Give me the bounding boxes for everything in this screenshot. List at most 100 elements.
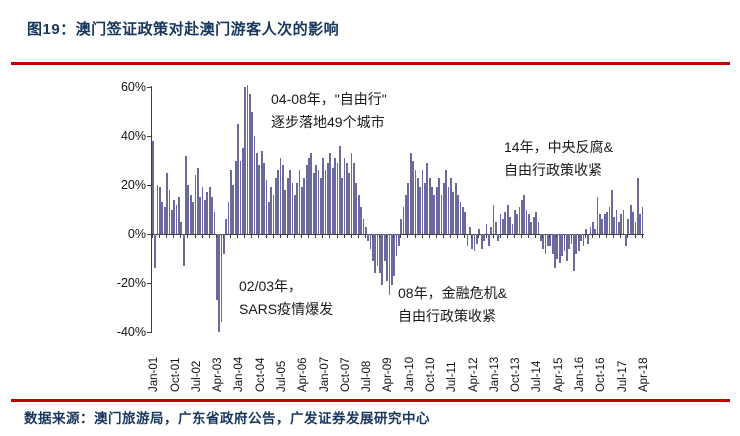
- bar: [573, 234, 575, 271]
- bar: [230, 170, 232, 234]
- bar: [272, 194, 275, 234]
- x-axis-tick-label: Oct-10: [424, 357, 437, 392]
- source-divider-rule: [11, 399, 730, 402]
- bar: [263, 162, 265, 234]
- bar: [606, 211, 608, 234]
- bar: [497, 234, 500, 242]
- bar: [452, 192, 455, 234]
- bar: [476, 234, 478, 244]
- x-axis-tick: [414, 235, 416, 238]
- bar: [170, 209, 173, 234]
- bar: [154, 234, 157, 269]
- x-axis-tick: [350, 235, 352, 238]
- y-axis-tick: [147, 283, 151, 284]
- bar: [232, 185, 235, 234]
- bar: [319, 177, 322, 234]
- annotation-sars: 02/03年， SARS疫情爆发: [239, 275, 333, 321]
- bar: [419, 187, 422, 234]
- x-axis-tick: [513, 235, 515, 238]
- bar: [634, 221, 637, 234]
- bar: [558, 234, 561, 264]
- bar: [298, 170, 301, 234]
- bar: [178, 197, 180, 234]
- x-axis-tick: [215, 235, 217, 238]
- bar: [196, 167, 199, 234]
- bar: [511, 224, 514, 234]
- bar: [371, 234, 374, 261]
- x-axis-tick: [450, 235, 452, 238]
- bar: [568, 234, 571, 249]
- bar: [199, 197, 202, 234]
- bar: [426, 162, 429, 234]
- bar: [289, 170, 291, 234]
- bar: [222, 234, 225, 254]
- bar: [277, 170, 280, 234]
- x-axis-tick: [244, 235, 246, 238]
- bar: [580, 234, 582, 242]
- bar: [386, 234, 388, 281]
- bar: [530, 221, 533, 234]
- y-axis-tick-label: -40%: [116, 325, 146, 339]
- x-axis-tick: [336, 235, 338, 238]
- x-axis-tick-label: Jan-07: [318, 356, 331, 392]
- x-axis-tick-label: Jul-14: [531, 360, 544, 392]
- bar: [194, 175, 197, 234]
- bar: [549, 234, 552, 247]
- bar: [227, 202, 230, 234]
- x-axis-tick: [442, 235, 444, 238]
- bar: [454, 182, 457, 234]
- bar: [414, 170, 417, 234]
- bar: [258, 165, 261, 234]
- y-axis-tick: [147, 234, 151, 235]
- bar: [241, 148, 244, 234]
- x-axis-tick: [577, 235, 579, 238]
- bar: [544, 234, 547, 254]
- bar: [535, 211, 537, 234]
- bar: [561, 234, 563, 257]
- x-axis-tick: [620, 235, 622, 238]
- annotation-line: 自由行政策收紧: [504, 162, 602, 178]
- bar: [348, 172, 351, 234]
- bar: [587, 234, 589, 244]
- page-title: 图19：澳门签证政策对赴澳门游客人次的影响: [27, 21, 340, 38]
- y-axis-tick-label: 60%: [120, 80, 146, 94]
- annotation-line: 逐步落地49个城市: [271, 114, 385, 130]
- x-axis-tick: [570, 235, 572, 238]
- x-axis-tick: [286, 235, 288, 238]
- bar: [599, 214, 601, 234]
- x-axis-tick-label: Jan-04: [233, 356, 246, 392]
- bar: [357, 194, 360, 234]
- bar: [220, 234, 223, 323]
- bar: [615, 209, 618, 234]
- x-axis-tick: [308, 235, 310, 238]
- y-axis-tick-label: 40%: [120, 129, 146, 143]
- x-axis-tick-label: Apr-15: [552, 357, 565, 392]
- bar: [218, 234, 220, 332]
- bar: [613, 216, 616, 234]
- x-axis-tick: [343, 235, 345, 238]
- x-axis-tick-label: Jul-11: [446, 361, 459, 392]
- bar: [324, 170, 327, 234]
- x-axis-tick-label: Jul-02: [190, 360, 203, 392]
- bar: [601, 219, 604, 234]
- x-axis-tick-label: Apr-03: [212, 357, 224, 392]
- x-axis-tick: [222, 235, 224, 238]
- bar: [282, 165, 284, 234]
- bar: [345, 162, 348, 234]
- bar: [312, 172, 315, 234]
- bar: [435, 187, 438, 234]
- x-axis-tick: [379, 235, 381, 238]
- bar: [575, 234, 578, 254]
- zero-axis-line: [151, 234, 644, 235]
- bar: [513, 209, 516, 234]
- bar: [152, 140, 154, 234]
- bar: [596, 197, 599, 234]
- bar: [639, 214, 642, 234]
- annotation-line: 08年，金融危机&: [398, 285, 507, 301]
- bar: [322, 158, 325, 234]
- bar: [286, 177, 289, 234]
- x-axis-tick-label: Oct-16: [595, 357, 608, 392]
- bar: [641, 207, 644, 234]
- x-axis-tick: [364, 235, 366, 238]
- x-axis-tick-label: Oct-04: [254, 357, 267, 392]
